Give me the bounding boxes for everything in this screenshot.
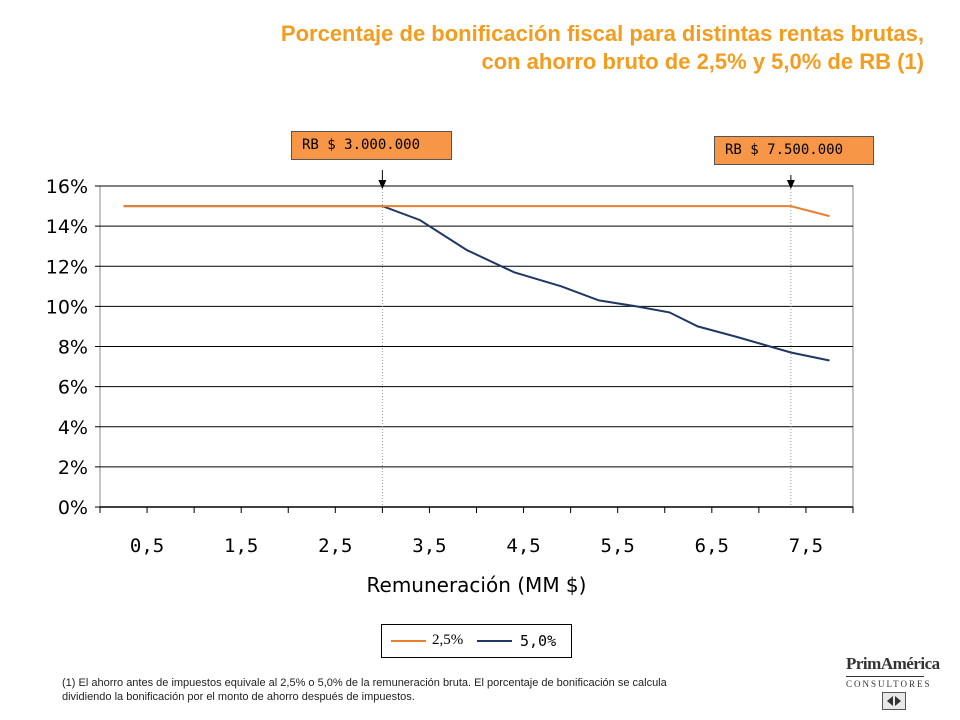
annotation-rb-3000000: RB $ 3.000.000 <box>291 131 452 160</box>
annotation-rb-7500000: RB $ 7.500.000 <box>714 136 874 165</box>
legend-label-5-0: 5,0% <box>520 632 557 650</box>
x-tick-label: 4,5 <box>506 535 540 557</box>
logo-brand: PrimAmérica <box>846 654 940 673</box>
x-axis-title: Remuneración (MM $) <box>367 573 587 597</box>
title-line-2: con ahorro bruto de 2,5% y 5,0% de RB (1… <box>481 49 924 74</box>
x-tick-label: 7,5 <box>789 535 823 557</box>
legend-swatch-2-5 <box>391 640 426 642</box>
x-tick-label: 6,5 <box>695 535 729 557</box>
series-line-5-0 <box>123 205 830 362</box>
footnote-line-1: (1) El ahorro antes de impuestos equival… <box>62 677 667 689</box>
legend-label-2-5: 2,5% <box>432 632 464 648</box>
annotation-arrow-head <box>378 180 387 189</box>
y-tick-label: 8% <box>58 337 88 359</box>
x-tick-label: 3,5 <box>412 535 446 557</box>
footnote: (1) El ahorro antes de impuestos equival… <box>62 676 832 704</box>
y-tick-label: 2% <box>58 457 88 479</box>
y-tick-label: 10% <box>46 296 88 318</box>
y-tick-label: 4% <box>58 417 88 439</box>
chart-title: Porcentaje de bonificación fiscal para d… <box>281 20 924 76</box>
x-tick-label: 5,5 <box>601 535 635 557</box>
y-tick-label: 12% <box>46 256 88 278</box>
logo-subtitle: CONSULTORES <box>846 676 930 689</box>
y-tick-label: 0% <box>58 497 88 519</box>
x-tick-label: 0,5 <box>130 535 164 557</box>
legend: 2,5% 5,0% <box>381 624 572 658</box>
slide-nav-button[interactable] <box>882 692 906 710</box>
nav-arrows-icon <box>887 696 901 706</box>
y-tick-label: 16% <box>46 176 88 198</box>
series-line-2-5 <box>123 205 830 218</box>
y-tick-label: 6% <box>58 377 88 399</box>
annotation-arrow-head <box>786 180 795 189</box>
footnote-line-2: dividiendo la bonificación por el monto … <box>62 691 415 703</box>
y-tick-label: 14% <box>46 216 88 238</box>
brand-logo: PrimAmérica CONSULTORES <box>846 654 940 689</box>
x-tick-label: 1,5 <box>224 535 258 557</box>
title-line-1: Porcentaje de bonificación fiscal para d… <box>280 21 924 46</box>
legend-swatch-5-0 <box>477 640 512 642</box>
x-tick-label: 2,5 <box>318 535 352 557</box>
